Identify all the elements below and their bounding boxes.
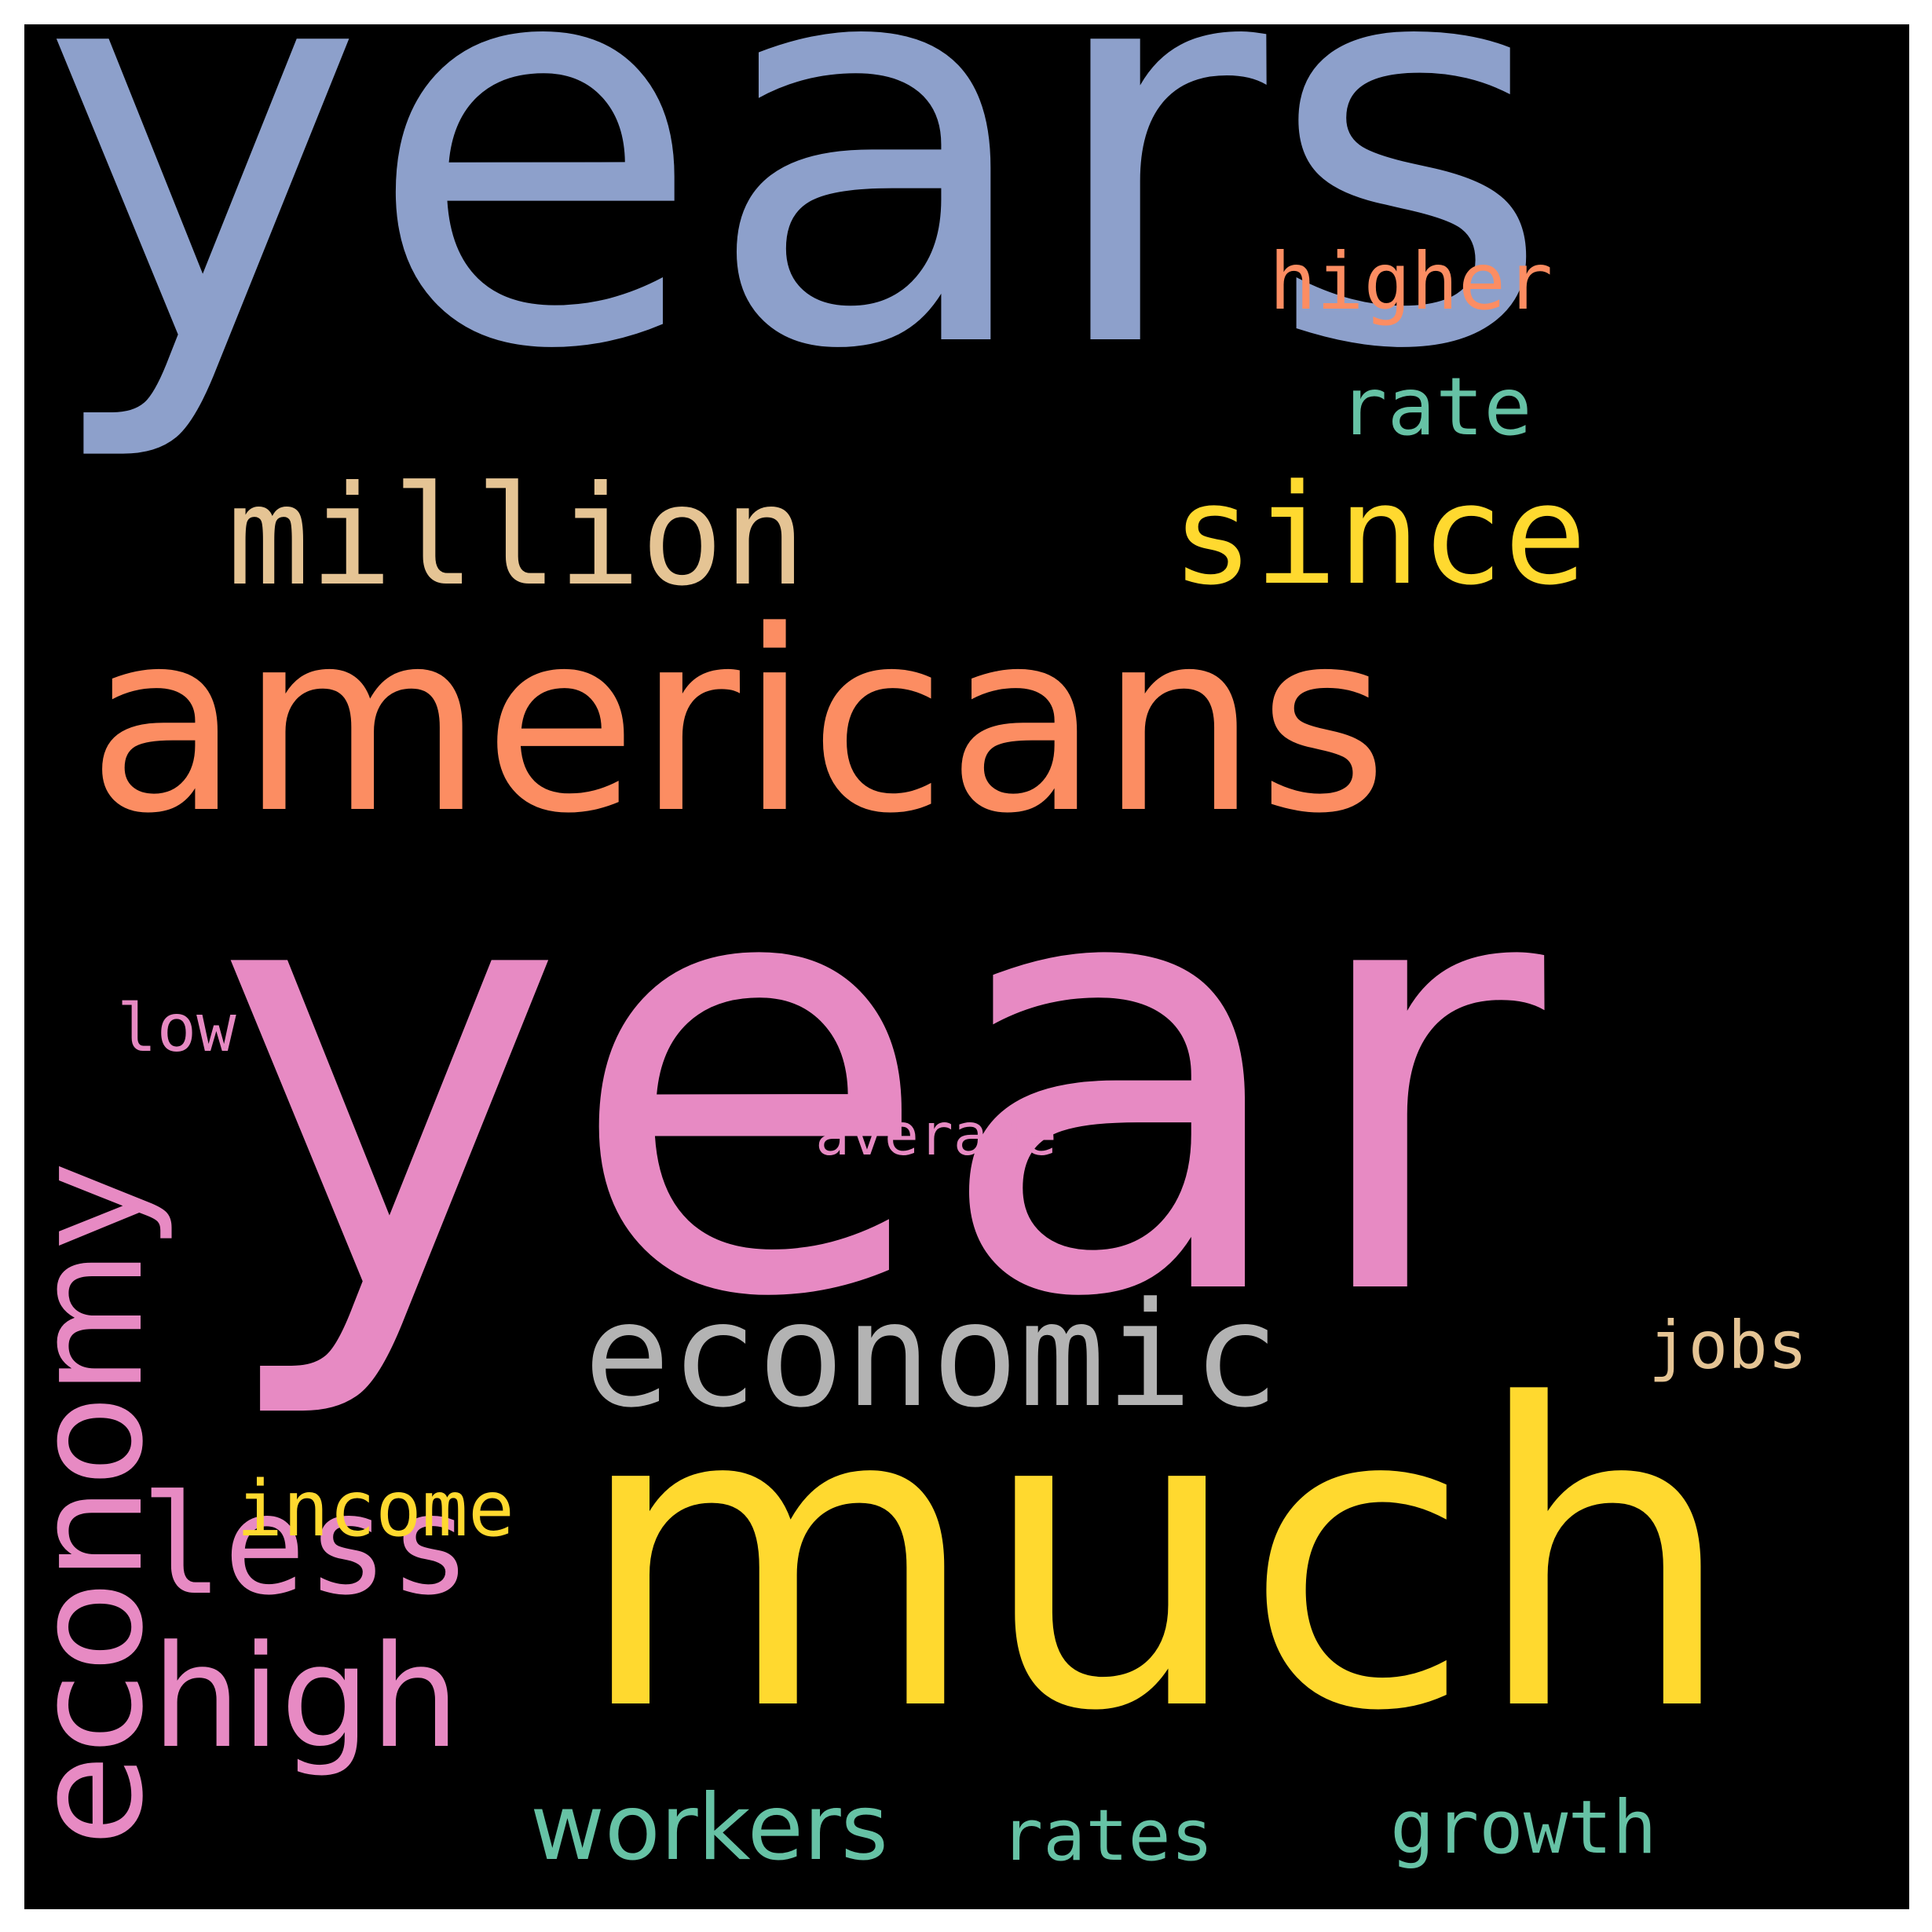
word-jobs: jobs [1648,1307,1808,1384]
word-rates: rates [1001,1795,1213,1877]
word-years: years [40,24,1553,470]
word-rate: rate [1339,360,1532,454]
word-much: much [574,1317,1736,1802]
word-less: less [141,1466,472,1626]
word-economic: economic [584,1272,1280,1440]
word-high: high [152,1615,460,1780]
word-workers: workers [530,1775,889,1881]
word-income: income [236,1465,515,1554]
word-year: year [213,734,1545,1428]
word-americans: americans [87,577,1389,868]
word-cloud-canvas: years americans year much economic econo… [24,24,1909,1909]
word-higher: higher [1269,236,1553,327]
word-average: average [815,1102,1057,1169]
word-million: million [227,457,807,617]
word-growth: growth [1390,1785,1657,1871]
word-low: low [117,990,236,1067]
word-since: since [1171,455,1587,616]
